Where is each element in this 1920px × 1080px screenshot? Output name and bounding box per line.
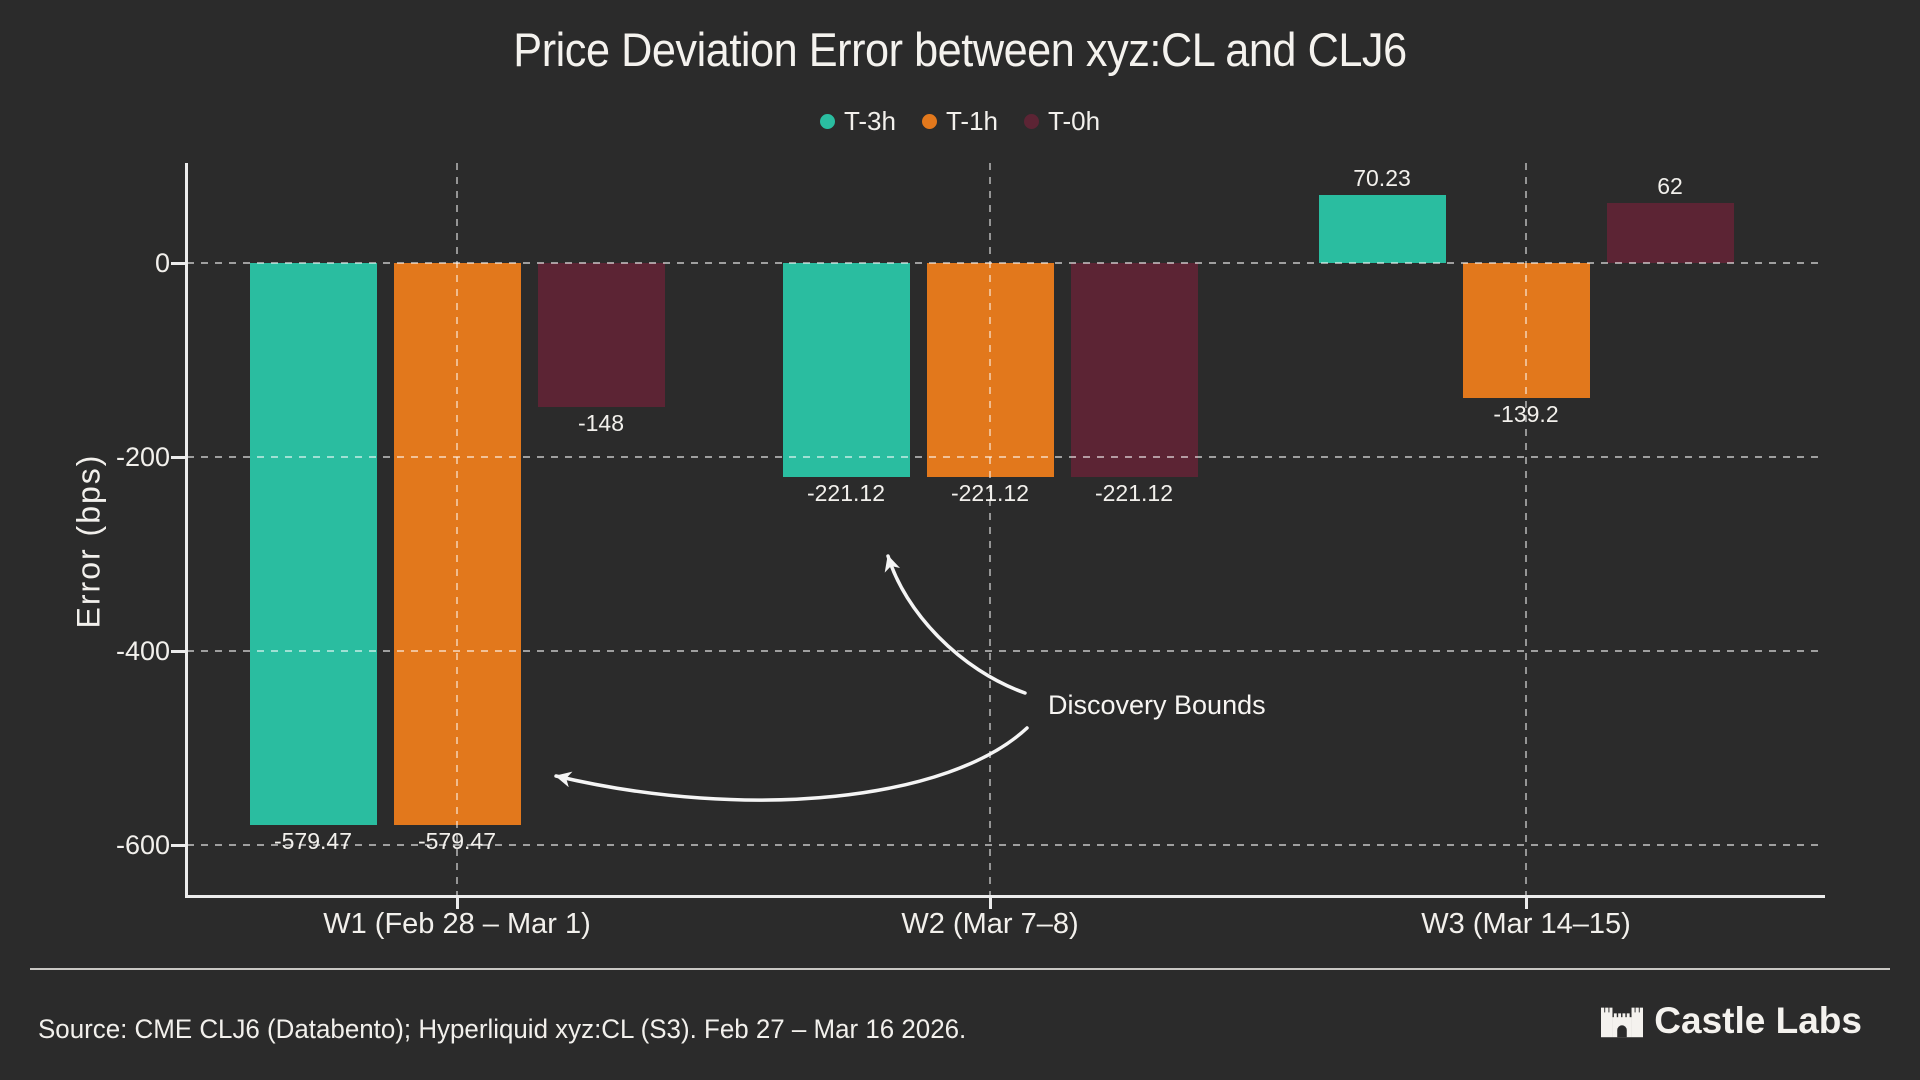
bar-value-label-t-0h-w2: -221.12: [1094, 480, 1173, 507]
gridline-x-w3: [1525, 163, 1527, 896]
gridline-y-0: [187, 262, 1824, 264]
y-tick-mark--600: [171, 843, 185, 847]
y-tick-mark--400: [171, 649, 185, 653]
bar-value-label-t-3h-w1: -579.47: [273, 828, 352, 855]
bar-value-label-t-1h-w2: -221.12: [950, 480, 1029, 507]
y-tick-mark-0: [171, 261, 185, 265]
legend-item-t-0h: T-0h: [1024, 106, 1100, 137]
bar-t-3h-w2: [782, 263, 910, 478]
brand-name: Castle Labs: [1654, 1000, 1862, 1041]
y-tick-label-0: 0: [154, 248, 170, 278]
legend-swatch-t-1h: [921, 114, 937, 129]
legend-label-t-3h: T-3h: [843, 106, 896, 136]
gridline-y--600: [187, 844, 1824, 846]
x-tick-label-w3: W3 (Mar 14–15): [1421, 908, 1631, 940]
bar-t-3h-w1: [249, 263, 377, 826]
y-tick-label--400: -400: [115, 636, 170, 666]
legend-item-t-1h: T-1h: [921, 106, 999, 137]
legend-swatch-t-0h: [1024, 114, 1040, 129]
bar-t-3h-w3: [1318, 194, 1446, 263]
bar-value-label-t-3h-w2: -221.12: [806, 480, 885, 507]
bar-t-0h-w3: [1606, 202, 1734, 263]
y-axis-title: Error (bps): [70, 453, 107, 629]
bar-value-label-t-3h-w3: 70.23: [1353, 164, 1411, 191]
bar-value-label-t-1h-w3: -139.2: [1493, 401, 1559, 428]
bar-t-0h-w2: [1070, 263, 1198, 478]
gridline-x-w1: [456, 163, 458, 896]
castle-icon: [1601, 1007, 1644, 1038]
annotation-discovery-bounds: Discovery Bounds: [1048, 690, 1266, 720]
y-tick-label--200: -200: [115, 442, 170, 472]
y-tick-mark--200: [171, 455, 185, 459]
bar-value-label-t-0h-w3: 62: [1657, 172, 1683, 199]
gridline-y--200: [187, 456, 1824, 458]
legend-label-t-0h: T-0h: [1048, 106, 1101, 136]
footer-separator: [30, 968, 1890, 970]
arrow-to-w1-bar: [554, 726, 1029, 802]
legend-label-t-1h: T-1h: [945, 106, 999, 136]
x-tick-mark-w2: [988, 896, 992, 909]
legend: T-3h T-1h T-0h: [0, 106, 1920, 137]
bar-value-label-t-1h-w1: -579.47: [417, 828, 496, 855]
gridline-y--400: [187, 650, 1824, 652]
gridline-x-w2: [989, 163, 991, 896]
source-text: Source: CME CLJ6 (Databento); Hyperliqui…: [38, 1014, 967, 1044]
x-axis-line: [185, 895, 1825, 898]
arrow-to-w2-bar: [884, 554, 1027, 695]
bar-t-0h-w1: [537, 263, 665, 407]
x-tick-mark-w1: [455, 896, 459, 909]
x-tick-mark-w3: [1524, 896, 1528, 909]
x-tick-label-w2: W2 (Mar 7–8): [901, 908, 1079, 940]
legend-item-t-3h: T-3h: [819, 106, 896, 137]
legend-swatch-t-3h: [819, 114, 835, 129]
y-axis-line: [185, 163, 188, 897]
y-tick-label--600: -600: [115, 830, 170, 860]
brand-lockup: Castle Labs: [1601, 1000, 1862, 1042]
chart-title: Price Deviation Error between xyz:CL and…: [513, 23, 1407, 76]
bar-value-label-t-0h-w1: -148: [577, 409, 625, 436]
x-tick-label-w1: W1 (Feb 28 – Mar 1): [323, 908, 591, 940]
